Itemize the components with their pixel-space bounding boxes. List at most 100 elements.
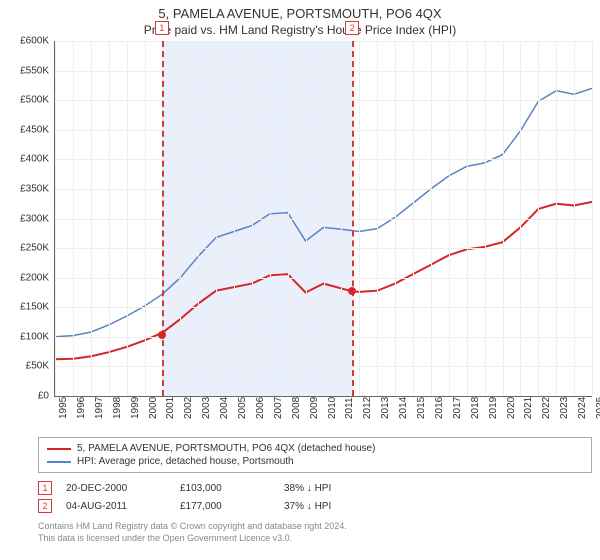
- x-tick-label: 2010: [327, 397, 338, 419]
- x-tick-label: 2013: [380, 397, 391, 419]
- gridline-v: [109, 41, 110, 396]
- gridline-v: [485, 41, 486, 396]
- legend-box: 5, PAMELA AVENUE, PORTSMOUTH, PO6 4QX (d…: [38, 437, 592, 473]
- sale-marker: [158, 331, 166, 339]
- x-tick-label: 2018: [470, 397, 481, 419]
- gridline-v: [306, 41, 307, 396]
- gridline-v: [467, 41, 468, 396]
- x-tick-label: 2020: [506, 397, 517, 419]
- x-tick-label: 2005: [237, 397, 248, 419]
- gridline-v: [216, 41, 217, 396]
- footer-line: This data is licensed under the Open Gov…: [38, 533, 592, 545]
- gridline-v: [574, 41, 575, 396]
- x-tick-label: 1997: [94, 397, 105, 419]
- gridline-v: [592, 41, 593, 396]
- x-tick-label: 2007: [273, 397, 284, 419]
- gridline-v: [520, 41, 521, 396]
- gridline-v: [413, 41, 414, 396]
- gridline-v: [234, 41, 235, 396]
- x-tick-label: 2006: [255, 397, 266, 419]
- sale-badge: 1: [155, 21, 169, 35]
- sales-price: £177,000: [180, 501, 270, 512]
- y-tick-label: £50K: [1, 361, 49, 372]
- x-tick-label: 2011: [344, 397, 355, 419]
- gridline-v: [270, 41, 271, 396]
- sales-price: £103,000: [180, 483, 270, 494]
- gridline-v: [556, 41, 557, 396]
- legend-swatch: [47, 461, 71, 463]
- gridline-v: [377, 41, 378, 396]
- gridline-v: [503, 41, 504, 396]
- gridline-v: [91, 41, 92, 396]
- gridline-v: [252, 41, 253, 396]
- y-tick-label: £550K: [1, 65, 49, 76]
- x-tick-label: 2023: [559, 397, 570, 419]
- x-tick-label: 2015: [416, 397, 427, 419]
- x-tick-label: 2017: [452, 397, 463, 419]
- gridline-v: [55, 41, 56, 396]
- x-tick-label: 1996: [76, 397, 87, 419]
- x-tick-label: 2022: [541, 397, 552, 419]
- y-tick-label: £300K: [1, 213, 49, 224]
- legend-item: HPI: Average price, detached house, Port…: [47, 455, 583, 468]
- legend-label: HPI: Average price, detached house, Port…: [77, 456, 294, 467]
- gridline-v: [198, 41, 199, 396]
- x-tick-label: 2008: [291, 397, 302, 419]
- x-tick-label: 1995: [58, 397, 69, 419]
- chart-title: 5, PAMELA AVENUE, PORTSMOUTH, PO6 4QX: [0, 0, 600, 21]
- x-tick-label: 2001: [165, 397, 176, 419]
- y-tick-label: £200K: [1, 272, 49, 283]
- y-tick-label: £500K: [1, 95, 49, 106]
- sales-date: 04-AUG-2011: [66, 501, 166, 512]
- gridline-v: [73, 41, 74, 396]
- x-tick-label: 2016: [434, 397, 445, 419]
- y-tick-label: £400K: [1, 154, 49, 165]
- sales-table: 1 20-DEC-2000 £103,000 38% ↓ HPI 2 04-AUG-201…: [38, 479, 592, 515]
- legend-swatch: [47, 448, 71, 450]
- y-tick-label: £150K: [1, 302, 49, 313]
- gridline-v: [288, 41, 289, 396]
- gridline-v: [431, 41, 432, 396]
- y-tick-label: £600K: [1, 36, 49, 47]
- legend-label: 5, PAMELA AVENUE, PORTSMOUTH, PO6 4QX (d…: [77, 443, 375, 454]
- y-tick-label: £450K: [1, 124, 49, 135]
- gridline-v: [538, 41, 539, 396]
- y-tick-label: £350K: [1, 183, 49, 194]
- sale-vline: [352, 41, 354, 396]
- sales-date: 20-DEC-2000: [66, 483, 166, 494]
- footer-text: Contains HM Land Registry data © Crown c…: [38, 521, 592, 544]
- chart-plot-area: £0£50K£100K£150K£200K£250K£300K£350K£400…: [54, 41, 592, 397]
- gridline-v: [341, 41, 342, 396]
- x-tick-label: 2024: [577, 397, 588, 419]
- chart-subtitle: Price paid vs. HM Land Registry's House …: [0, 21, 600, 41]
- x-tick-label: 2002: [183, 397, 194, 419]
- gridline-v: [180, 41, 181, 396]
- x-tick-label: 2025: [595, 397, 600, 419]
- gridline-v: [127, 41, 128, 396]
- sale-vline: [162, 41, 164, 396]
- x-tick-label: 2003: [201, 397, 212, 419]
- sales-badge: 1: [38, 481, 52, 495]
- x-tick-label: 2009: [309, 397, 320, 419]
- x-tick-label: 2012: [362, 397, 373, 419]
- sales-row: 1 20-DEC-2000 £103,000 38% ↓ HPI: [38, 479, 592, 497]
- sales-row: 2 04-AUG-2011 £177,000 37% ↓ HPI: [38, 497, 592, 515]
- gridline-v: [324, 41, 325, 396]
- sale-marker: [348, 287, 356, 295]
- x-tick-label: 1999: [130, 397, 141, 419]
- sales-diff: 37% ↓ HPI: [284, 501, 331, 512]
- sale-badge: 2: [345, 21, 359, 35]
- x-tick-label: 2014: [398, 397, 409, 419]
- y-tick-label: £250K: [1, 243, 49, 254]
- sales-badge: 2: [38, 499, 52, 513]
- y-tick-label: £0: [1, 391, 49, 402]
- gridline-v: [449, 41, 450, 396]
- gridline-v: [395, 41, 396, 396]
- footer-line: Contains HM Land Registry data © Crown c…: [38, 521, 592, 533]
- x-tick-label: 1998: [112, 397, 123, 419]
- y-tick-label: £100K: [1, 331, 49, 342]
- sales-diff: 38% ↓ HPI: [284, 483, 331, 494]
- legend-item: 5, PAMELA AVENUE, PORTSMOUTH, PO6 4QX (d…: [47, 442, 583, 455]
- chart-container: 5, PAMELA AVENUE, PORTSMOUTH, PO6 4QX Pr…: [0, 0, 600, 560]
- x-tick-label: 2004: [219, 397, 230, 419]
